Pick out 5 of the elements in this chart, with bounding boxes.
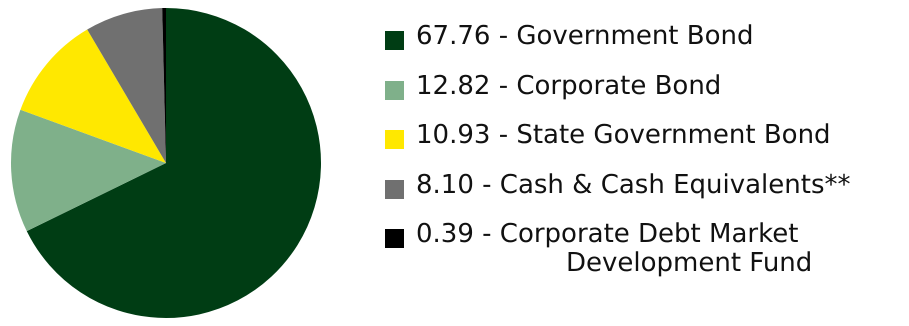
legend-label: 0.39 - Corporate Debt Market Development Fund [416, 219, 814, 278]
legend-label: 12.82 - Corporate Bond [416, 70, 722, 100]
legend-label: 67.76 - Government Bond [416, 21, 754, 51]
legend-label: 8.10 - Cash & Cash Equivalents** [416, 170, 852, 200]
legend-label: 10.93 - State Government Bond [416, 120, 832, 150]
